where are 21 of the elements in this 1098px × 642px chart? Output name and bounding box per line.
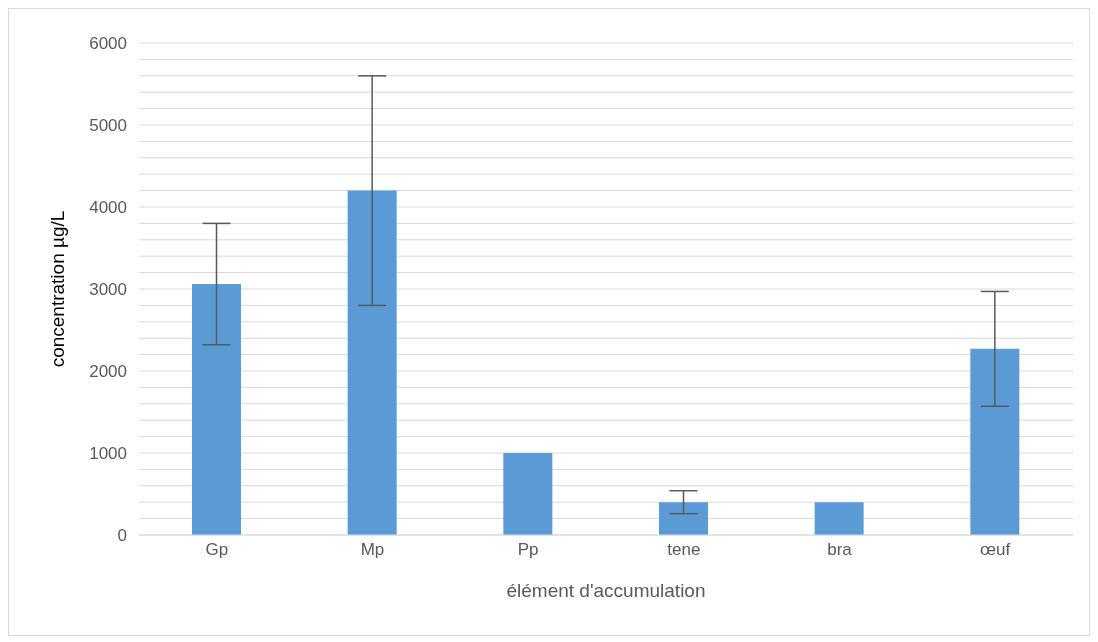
x-axis-title: élément d'accumulation xyxy=(506,580,706,601)
y-tick-label: 4000 xyxy=(89,198,127,217)
x-tick-label: œuf xyxy=(980,540,1011,560)
y-axis-title: concentration µg/L xyxy=(46,210,68,368)
bar xyxy=(814,502,864,535)
x-tick-label: tene xyxy=(667,540,701,560)
bar xyxy=(347,190,397,535)
y-tick-label: 6000 xyxy=(89,34,127,53)
bar xyxy=(659,502,708,535)
x-tick-label: Pp xyxy=(517,540,539,560)
y-tick-label: 5000 xyxy=(89,116,127,135)
x-tick-label: bra xyxy=(827,540,853,560)
x-tick-label: Mp xyxy=(360,540,385,560)
y-tick-label: 0 xyxy=(117,526,127,545)
bar xyxy=(192,284,241,535)
y-tick-label: 2000 xyxy=(89,362,127,381)
bar xyxy=(503,453,553,535)
y-tick-label: 1000 xyxy=(89,444,127,463)
y-tick-label: 3000 xyxy=(89,280,127,299)
x-tick-label: Gp xyxy=(205,540,229,560)
bar xyxy=(970,348,1020,535)
